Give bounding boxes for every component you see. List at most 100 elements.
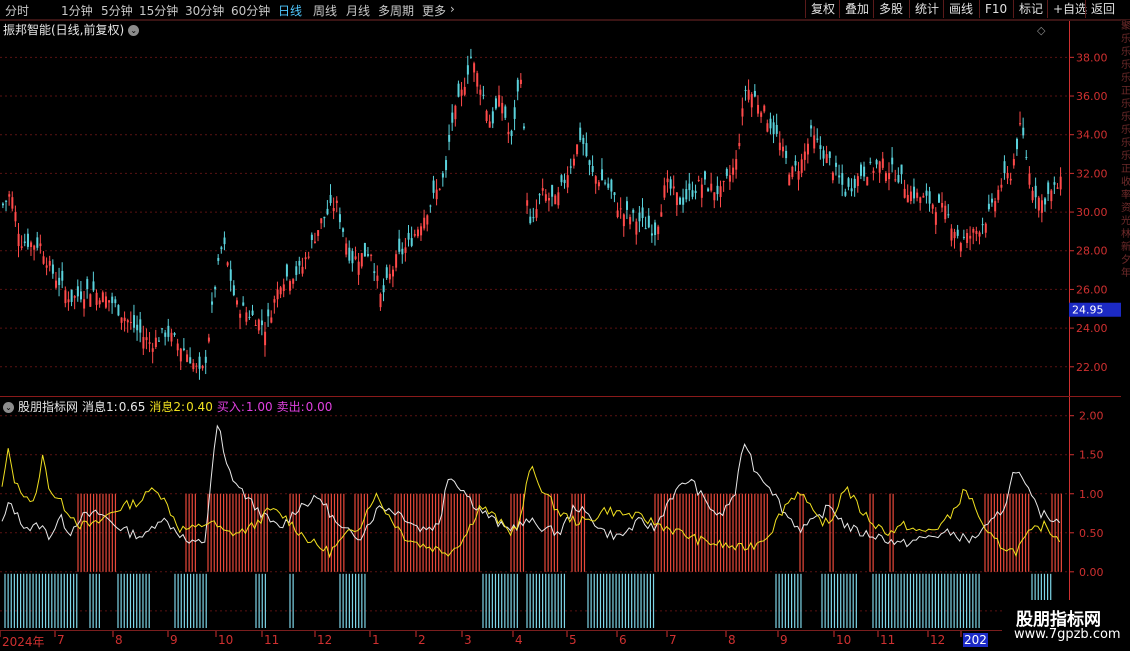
candle-body	[23, 241, 26, 243]
candle-body	[916, 192, 919, 198]
candle-body	[1012, 159, 1015, 166]
candle-body	[98, 300, 101, 305]
candle-body	[944, 205, 947, 220]
candle-body	[73, 296, 76, 298]
candle-body	[838, 175, 841, 178]
main-tick-label-4: 30.00	[1076, 206, 1108, 219]
indicator-value-0: 0.65	[118, 400, 146, 414]
candle-body	[229, 269, 232, 281]
candle-body	[888, 173, 891, 180]
period-tab-7[interactable]: 周线	[313, 4, 338, 18]
candle-body	[161, 328, 164, 330]
candle-body	[20, 246, 23, 248]
toolbar-button-4[interactable]: 画线	[943, 0, 978, 18]
period-tab-8[interactable]: 月线	[346, 4, 371, 18]
candle-body	[853, 178, 856, 188]
candle-body	[663, 185, 666, 198]
collapse-icon[interactable]: ⌄	[128, 25, 140, 36]
toolbar-button-5[interactable]: F10	[979, 0, 1012, 18]
candle-body	[891, 157, 894, 165]
candle-body	[866, 177, 869, 186]
candle-body	[1000, 184, 1003, 188]
candle-body	[470, 56, 472, 58]
candle-body	[11, 197, 14, 209]
date-label-4: 10	[218, 633, 234, 647]
candle-body	[26, 233, 29, 247]
date-label-9: 3	[464, 633, 472, 647]
period-tab-3[interactable]: 15分钟	[139, 4, 179, 18]
candle-body	[217, 257, 220, 261]
period-tab-0[interactable]: 分时	[5, 4, 30, 18]
candle-body	[934, 212, 937, 225]
candle-body	[214, 286, 217, 290]
candle-body	[828, 151, 831, 158]
candle-body	[108, 300, 111, 303]
candle-body	[232, 285, 235, 296]
candle-body	[392, 269, 394, 277]
candle-body	[254, 325, 257, 327]
candle-body	[941, 202, 944, 208]
candle-body	[48, 260, 51, 266]
main-tick-label-0: 22.00	[1076, 361, 1108, 374]
ind-tick-label-5: 2.00	[1079, 410, 1104, 423]
main-tick-label-5: 32.00	[1076, 167, 1108, 180]
period-tab-4[interactable]: 30分钟	[185, 4, 225, 18]
indicator-value-2: 1.00	[245, 400, 273, 414]
candle-body	[220, 247, 223, 250]
candle-body	[457, 83, 460, 97]
candle-body	[732, 167, 735, 175]
candle-body	[329, 194, 332, 204]
price-tag: 24.95	[1072, 304, 1104, 317]
candle-body	[342, 228, 345, 232]
candle-body	[126, 320, 129, 323]
candle-body	[928, 191, 931, 204]
candle-body	[660, 212, 663, 217]
candle-body	[426, 215, 429, 225]
candle-body	[919, 197, 922, 203]
candle-body	[856, 176, 859, 187]
candle-body	[1025, 156, 1028, 158]
candle-body	[981, 224, 984, 226]
toolbar-button-0[interactable]: 复权	[805, 0, 840, 18]
toolbar-button-2[interactable]: 多股	[873, 0, 908, 18]
date-label-3: 9	[170, 633, 178, 647]
candle-body	[719, 186, 722, 197]
candle-body	[850, 188, 853, 192]
toolbar-button-1[interactable]: 叠加	[839, 0, 874, 18]
toolbar-button-3[interactable]: 统计	[909, 0, 944, 18]
candle-body	[257, 319, 260, 331]
candle-body	[360, 253, 363, 267]
candle-body	[794, 161, 797, 166]
candle-body	[301, 266, 304, 274]
candle-body	[30, 242, 33, 247]
candle-body	[488, 121, 491, 128]
indicator-collapse-icon[interactable]: ⌄	[3, 402, 14, 413]
candle-body	[682, 197, 685, 205]
candle-body	[385, 267, 388, 278]
period-tab-10[interactable]: 更多	[422, 4, 447, 18]
candle-body	[376, 275, 379, 281]
candle-body	[507, 131, 510, 135]
more-arrow-icon[interactable]: ›	[450, 2, 455, 16]
candle-body	[129, 321, 132, 323]
period-tab-5[interactable]: 60分钟	[231, 4, 271, 18]
main-tick-label-1: 24.00	[1076, 322, 1108, 335]
toolbar-button-8[interactable]: 返回	[1085, 0, 1120, 18]
toolbar-button-6[interactable]: 标记	[1013, 0, 1048, 18]
candle-body	[158, 340, 160, 342]
candle-body	[591, 166, 594, 173]
period-tab-1[interactable]: 1分钟	[61, 4, 93, 18]
period-tab-2[interactable]: 5分钟	[101, 4, 133, 18]
toolbar-button-7[interactable]: +自选	[1047, 0, 1092, 18]
period-tab-9[interactable]: 多周期	[378, 4, 415, 18]
date-label-19: 202	[963, 633, 988, 647]
candle-body	[1028, 173, 1031, 185]
ind-tick-label-4: 1.50	[1079, 449, 1104, 462]
period-tab-6[interactable]: 日线	[278, 4, 303, 18]
candle-body	[379, 294, 382, 308]
candle-body	[766, 123, 769, 132]
candle-body	[1037, 197, 1040, 211]
candle-body	[320, 218, 323, 224]
candle-body	[669, 179, 672, 189]
date-label-7: 1	[372, 633, 380, 647]
